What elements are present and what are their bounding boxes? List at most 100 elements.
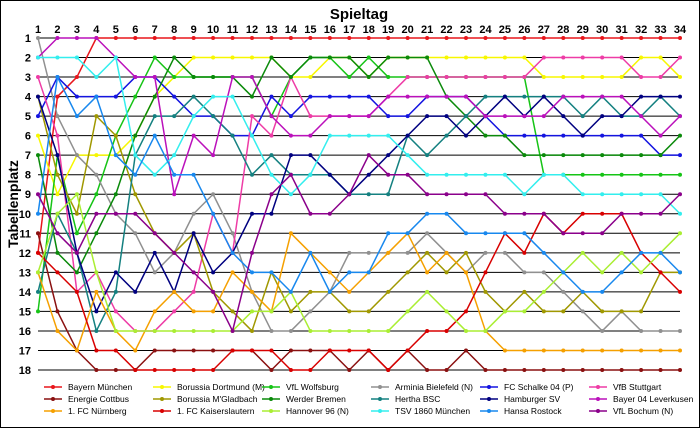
legend-item: FC Schalke 04 (P) xyxy=(480,382,574,392)
x-tick-label: 29 xyxy=(577,24,589,36)
data-point xyxy=(405,231,410,236)
y-tick-label: 2 xyxy=(25,53,31,65)
legend-marker xyxy=(487,385,491,389)
data-point xyxy=(522,309,527,314)
data-point xyxy=(94,211,99,216)
data-point xyxy=(250,328,254,333)
data-point xyxy=(211,211,216,216)
data-point xyxy=(250,211,254,216)
data-point xyxy=(250,289,254,294)
data-point xyxy=(113,153,118,158)
data-point xyxy=(269,36,274,40)
data-point xyxy=(386,328,391,333)
legend-label: VfB Stuttgart xyxy=(613,382,662,392)
data-point xyxy=(561,289,566,294)
data-point xyxy=(347,94,352,99)
data-point xyxy=(172,36,177,40)
data-point xyxy=(211,270,216,275)
series-10 xyxy=(36,94,682,314)
legend-label: 1. FC Kaiserslautern xyxy=(177,406,255,416)
data-point xyxy=(600,75,605,80)
data-point xyxy=(269,133,274,138)
data-point xyxy=(172,309,177,314)
x-tick-label: 10 xyxy=(207,24,219,36)
data-point xyxy=(55,153,60,158)
data-point xyxy=(658,133,663,138)
legend-item: Bayern München xyxy=(44,382,133,392)
data-point xyxy=(619,133,624,138)
data-point xyxy=(211,328,216,333)
data-point xyxy=(678,270,682,275)
data-point xyxy=(658,153,663,158)
data-point xyxy=(678,133,682,138)
data-point xyxy=(425,36,430,40)
data-point xyxy=(230,133,235,138)
data-point xyxy=(308,94,313,99)
data-point xyxy=(600,368,605,372)
legend-item: Energie Cottbus xyxy=(44,394,129,404)
data-point xyxy=(561,231,566,236)
data-point xyxy=(483,250,488,255)
data-point xyxy=(444,328,449,333)
data-point xyxy=(464,133,468,138)
legend-label: Bayer 04 Leverkusen xyxy=(613,394,694,404)
data-point xyxy=(425,231,430,236)
x-tick-label: 19 xyxy=(382,24,394,36)
legend-label: Werder Bremen xyxy=(286,394,346,404)
data-point xyxy=(191,36,196,40)
legend-item: Hamburger SV xyxy=(480,394,561,404)
data-point xyxy=(250,114,254,119)
data-point xyxy=(678,55,682,60)
data-point xyxy=(639,250,644,255)
data-point xyxy=(308,55,313,60)
data-point xyxy=(211,36,216,40)
data-point xyxy=(308,348,313,353)
data-point xyxy=(502,211,507,216)
data-point xyxy=(405,270,410,275)
data-point xyxy=(113,270,118,275)
x-tick-label: 31 xyxy=(616,24,628,36)
data-point xyxy=(522,55,527,60)
data-point xyxy=(425,250,430,255)
data-point xyxy=(308,250,313,255)
data-point xyxy=(191,172,196,177)
data-point xyxy=(483,328,488,333)
data-point xyxy=(658,192,663,197)
data-point xyxy=(36,36,40,40)
legend-marker xyxy=(596,397,600,401)
data-point xyxy=(444,36,449,40)
data-point xyxy=(366,133,371,138)
y-tick-label: 13 xyxy=(19,267,31,279)
data-point xyxy=(327,348,332,353)
data-point xyxy=(639,133,644,138)
data-point xyxy=(288,153,293,158)
data-point xyxy=(405,133,410,138)
data-point xyxy=(191,94,196,99)
series-line xyxy=(37,95,680,313)
data-point xyxy=(619,172,624,177)
data-point xyxy=(74,348,79,353)
data-point xyxy=(464,94,468,99)
legend-label: Arminia Bielefeld (N) xyxy=(395,382,473,392)
data-point xyxy=(405,348,410,353)
data-point xyxy=(405,94,410,99)
data-point xyxy=(366,153,371,158)
data-point xyxy=(94,348,99,353)
legend-item: VfB Stuttgart xyxy=(589,382,662,392)
series-17 xyxy=(36,153,682,333)
data-point xyxy=(639,328,644,333)
data-point xyxy=(464,250,468,255)
data-point xyxy=(55,270,60,275)
series-line xyxy=(38,56,681,215)
data-point xyxy=(327,211,332,216)
data-point xyxy=(133,192,138,197)
data-point xyxy=(55,36,60,40)
legend-label: Borussia M'Gladbach xyxy=(177,394,258,404)
y-tick-label: 11 xyxy=(19,228,31,240)
data-point xyxy=(678,75,682,80)
data-point xyxy=(678,211,682,216)
data-point xyxy=(74,94,79,99)
data-point xyxy=(250,270,254,275)
data-point xyxy=(483,114,488,119)
data-point xyxy=(580,114,585,119)
